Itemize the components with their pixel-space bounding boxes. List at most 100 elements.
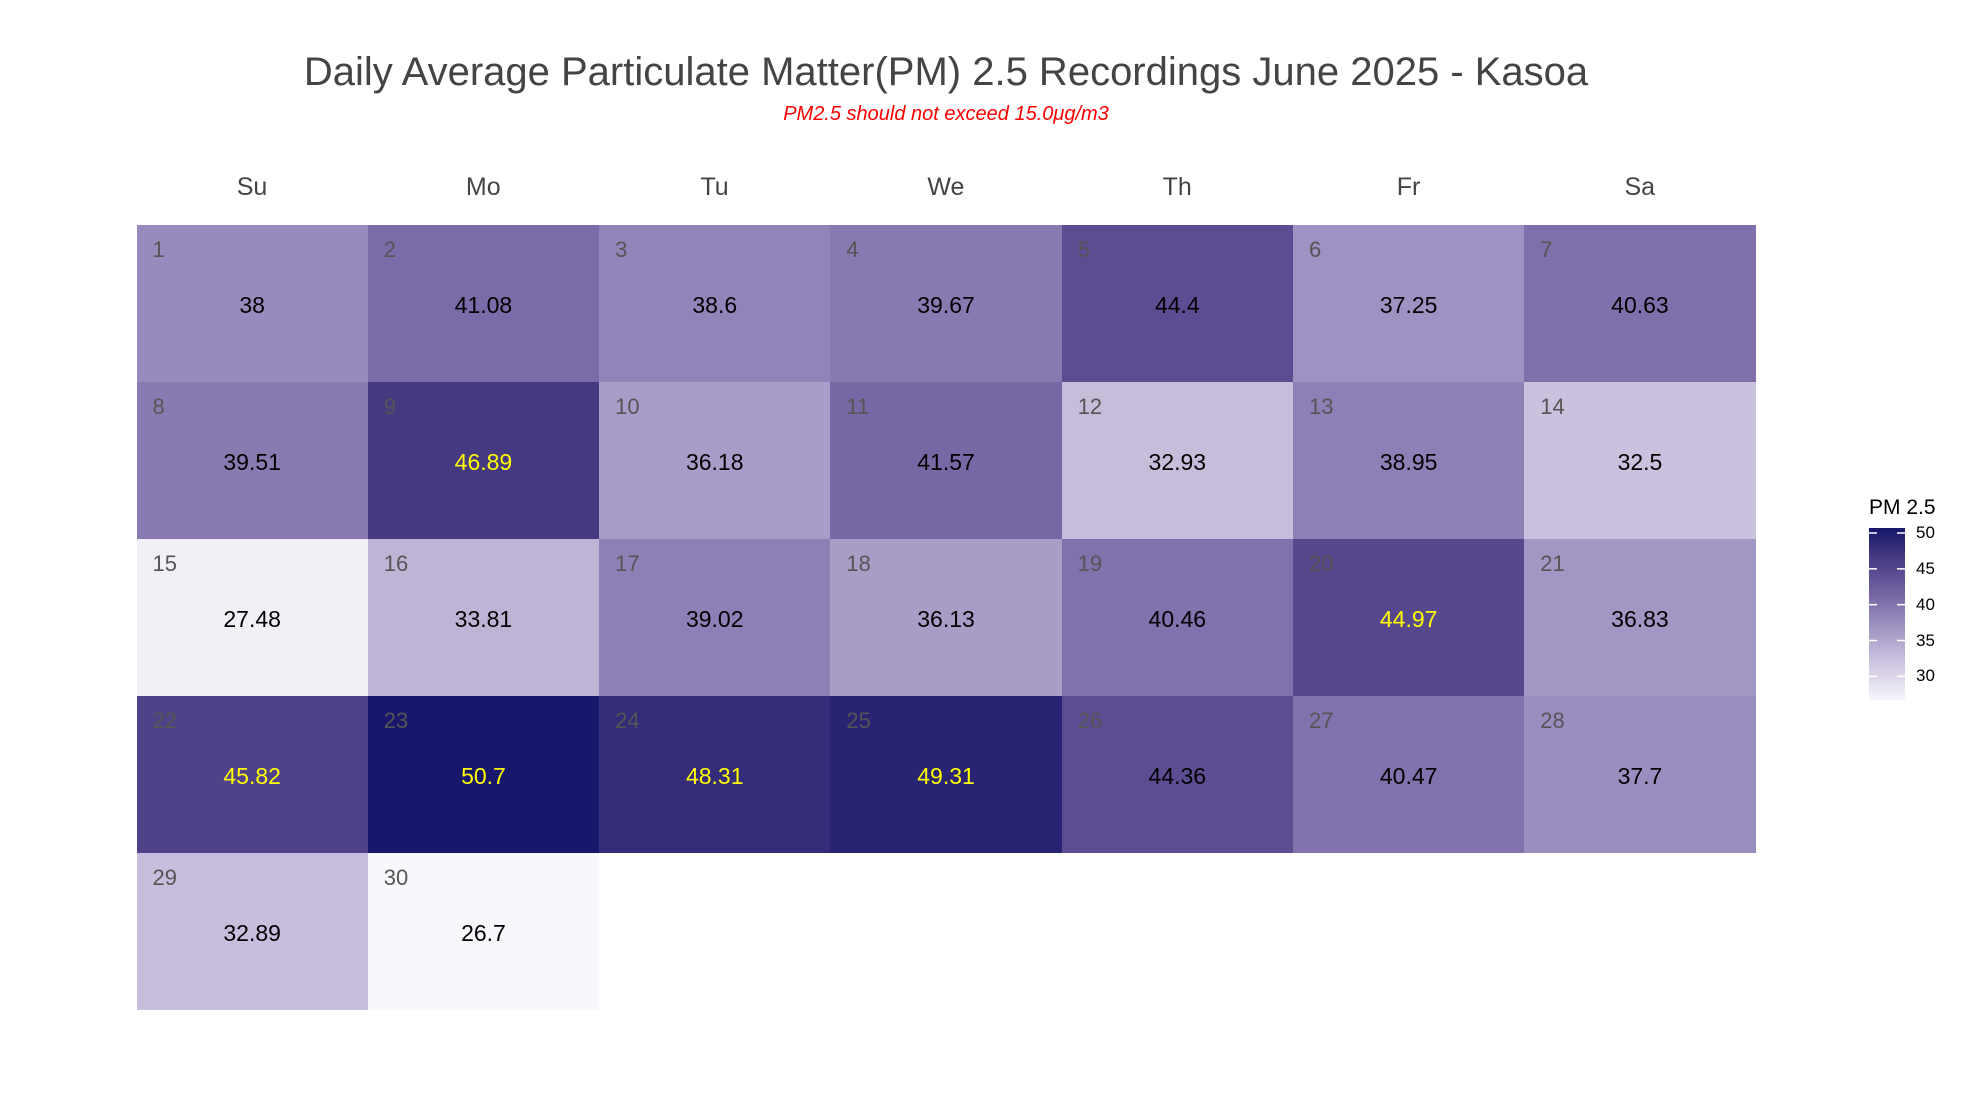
legend-gradient-step: [1869, 528, 1905, 532]
legend-gradient-step: [1869, 648, 1905, 652]
weekday-label-sa: Sa: [1624, 173, 1656, 201]
day-value: 39.67: [917, 292, 975, 318]
legend-gradient-step: [1869, 614, 1905, 618]
day-number: 14: [1540, 394, 1565, 419]
legend-gradient-step: [1869, 579, 1905, 584]
day-cell-11: 11 41.57: [830, 382, 1062, 539]
day-number: 18: [846, 551, 871, 576]
day-number: 26: [1077, 708, 1103, 733]
day-cell-19: 19 40.46: [1061, 539, 1293, 696]
day-cell-30: 30 26.7: [367, 853, 600, 1010]
legend-gradient-step: [1869, 611, 1905, 615]
day-value: 38.95: [1379, 449, 1438, 475]
day-cell-17: 17 39.02: [599, 539, 831, 696]
weekday-label-fr: Fr: [1396, 173, 1421, 201]
legend-tick-label: 30: [1916, 666, 1935, 686]
weekday-label-su: Su: [236, 173, 268, 201]
day-value: 32.89: [223, 920, 281, 946]
legend-gradient-step: [1869, 694, 1905, 698]
day-number: 3: [615, 237, 628, 262]
day-value: 38.6: [692, 292, 738, 318]
day-value: 48.31: [685, 763, 744, 789]
legend-gradient-step: [1869, 651, 1905, 655]
day-value: 44.97: [1379, 606, 1438, 632]
day-number: 2: [383, 237, 397, 262]
day-value: 44.4: [1154, 292, 1200, 318]
day-number: 7: [1540, 237, 1553, 262]
legend-gradient-step: [1869, 588, 1905, 592]
legend-gradient-step: [1869, 671, 1905, 675]
weekday-label-tu: Tu: [700, 173, 729, 201]
day-number: 16: [383, 551, 409, 576]
legend-gradient-step: [1869, 691, 1905, 695]
day-cell-13: 13 38.95: [1293, 382, 1525, 539]
legend-gradient-step: [1869, 550, 1905, 555]
day-value: 26.7: [461, 920, 506, 946]
day-cell-21: 21 36.83: [1524, 539, 1756, 696]
legend-gradient-step: [1869, 562, 1905, 566]
day-value: 46.89: [454, 449, 513, 475]
day-number: 5: [1077, 237, 1090, 262]
day-cell-20: 20 44.97: [1293, 539, 1525, 696]
day-cell-5: 5 44.4: [1061, 225, 1293, 382]
day-number: 17: [615, 551, 640, 576]
day-cell-29: 29 32.89: [136, 853, 368, 1010]
day-number: 11: [846, 394, 870, 419]
day-cell-3: 3 38.6: [599, 225, 831, 382]
day-cell-7: 7 40.63: [1524, 225, 1756, 382]
legend-gradient-step: [1869, 682, 1905, 687]
day-number: 1: [152, 237, 165, 262]
day-number: 10: [615, 394, 640, 419]
legend-gradient-step: [1869, 591, 1905, 595]
chart-subtitle: PM2.5 should not exceed 15.0μg/m3: [783, 103, 1109, 125]
chart-title: Daily Average Particulate Matter(PM) 2.5…: [303, 50, 1589, 94]
day-number: 22: [152, 708, 177, 733]
legend-gradient-step: [1869, 582, 1905, 586]
legend-gradient-step: [1869, 568, 1905, 572]
day-number: 8: [152, 394, 165, 419]
day-number: 25: [846, 708, 871, 733]
day-cell-27: 27 40.47: [1293, 696, 1525, 853]
day-value: 41.08: [454, 292, 513, 318]
legend-tick-label: 45: [1916, 558, 1935, 578]
legend-gradient-step: [1869, 657, 1905, 661]
legend-gradient-step: [1869, 622, 1905, 627]
legend-gradient-step: [1869, 576, 1905, 581]
legend-title: PM 2.5: [1869, 496, 1936, 519]
day-number: 30: [383, 865, 409, 890]
day-number: 13: [1309, 394, 1334, 419]
legend-gradient-step: [1869, 599, 1905, 604]
day-number: 20: [1309, 551, 1334, 576]
day-number: 29: [152, 865, 177, 890]
day-value: 41.57: [917, 449, 975, 475]
day-cell-16: 16 33.81: [367, 539, 600, 696]
legend-gradient-step: [1869, 605, 1905, 609]
day-number: 27: [1309, 708, 1334, 733]
day-cell-8: 8 39.51: [136, 382, 368, 539]
legend-gradient-step: [1869, 556, 1905, 561]
legend-gradient-step: [1869, 674, 1905, 678]
legend-gradient-step: [1869, 571, 1905, 575]
legend-gradient-step: [1869, 553, 1905, 558]
day-value: 45.82: [223, 763, 281, 789]
day-cell-24: 24 48.31: [599, 696, 831, 853]
legend-gradient-step: [1869, 659, 1905, 664]
legend-gradient-step: [1869, 679, 1905, 684]
weekday-label-we: We: [927, 173, 965, 201]
day-value: 38: [239, 292, 265, 318]
day-value: 39.02: [685, 606, 744, 632]
legend-colorbar: [1869, 528, 1905, 700]
day-value: 40.63: [1611, 292, 1669, 318]
day-number: 19: [1077, 551, 1103, 576]
day-cell-18: 18 36.13: [830, 539, 1062, 696]
legend-gradient-step: [1869, 685, 1905, 690]
legend-gradient-step: [1869, 533, 1905, 538]
legend-gradient-step: [1869, 634, 1905, 638]
day-cell-12: 12 32.93: [1061, 382, 1293, 539]
legend-tick-label: 50: [1916, 523, 1935, 543]
legend-gradient-step: [1869, 665, 1905, 670]
day-value: 32.93: [1148, 449, 1207, 475]
legend-gradient-step: [1869, 639, 1905, 644]
legend-gradient-step: [1869, 636, 1905, 641]
day-cell-22: 22 45.82: [136, 696, 368, 853]
